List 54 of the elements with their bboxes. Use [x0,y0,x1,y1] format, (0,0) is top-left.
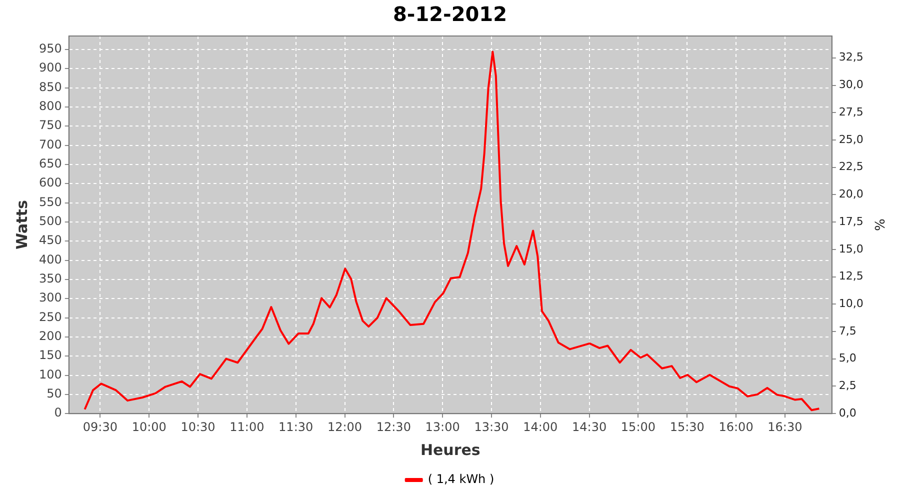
y2-tick-label: 22,5 [838,160,864,174]
y-tick-label: 450 [39,233,62,248]
y2-axis-title: % [870,218,886,231]
y-tick-label: 800 [39,99,62,114]
x-tick-label: 16:30 [768,420,802,434]
x-axis-title: Heures [420,440,480,459]
y-axis-title: Watts [12,200,31,250]
y2-tick-label: 2,5 [838,379,856,392]
x-tick-label: 10:00 [132,420,166,434]
y2-tick-label: 20,0 [838,188,864,201]
y-tick-label: 700 [39,137,62,152]
y-tick-label: 200 [39,329,62,344]
y2-tick-label: 30,0 [838,78,864,92]
y2-tick-label: 12,5 [838,270,864,283]
y-tick-label: 100 [39,367,62,382]
y2-tick-label: 25,0 [838,132,864,146]
y-tick-label: 550 [39,194,62,209]
y-tick-label: 650 [39,156,62,171]
x-tick-label: 13:30 [474,420,509,434]
x-tick-label: 15:00 [620,420,656,434]
y-tick-label: 250 [39,310,62,324]
y2-tick-label: 0,0 [838,406,856,420]
y-tick-label: 50 [46,386,62,401]
y-tick-label: 600 [39,176,62,190]
y2-tick-label: 5,0 [838,352,856,365]
x-tick-label: 10:30 [180,420,216,434]
y2-tick-label: 10,0 [838,297,864,310]
x-tick-label: 16:00 [718,420,754,434]
y-tick-label: 0 [54,406,62,420]
y2-tick-label: 27,5 [838,105,864,118]
x-tick-label: 14:30 [572,420,607,434]
y-tick-label: 500 [39,214,62,228]
y-tick-label: 750 [39,118,62,132]
x-tick-label: 12:00 [327,420,362,434]
y2-tick-label: 15,0 [838,242,864,256]
y2-tick-label: 7,5 [838,324,856,338]
y2-tick-label: 32,5 [838,50,864,64]
x-tick-label: 11:30 [278,420,314,434]
y-tick-label: 400 [39,252,62,266]
y-tick-label: 300 [39,290,62,305]
chart-title: 8-12-2012 [392,2,508,26]
x-tick-label: 13:00 [425,420,460,434]
y-tick-label: 900 [39,60,62,75]
x-tick-label: 15:30 [670,420,704,434]
x-tick-label: 14:00 [523,420,558,434]
y-tick-label: 850 [39,80,62,94]
y-tick-label: 950 [39,42,62,56]
y-tick-label: 350 [39,272,62,286]
y2-tick-label: 17,5 [838,214,864,228]
x-tick-label: 12:30 [376,420,411,434]
legend-label: ( 1,4 kWh ) [428,472,494,486]
x-tick-label: 11:00 [230,420,264,434]
x-tick-label: 09:30 [82,420,118,434]
y-tick-label: 150 [39,348,62,362]
